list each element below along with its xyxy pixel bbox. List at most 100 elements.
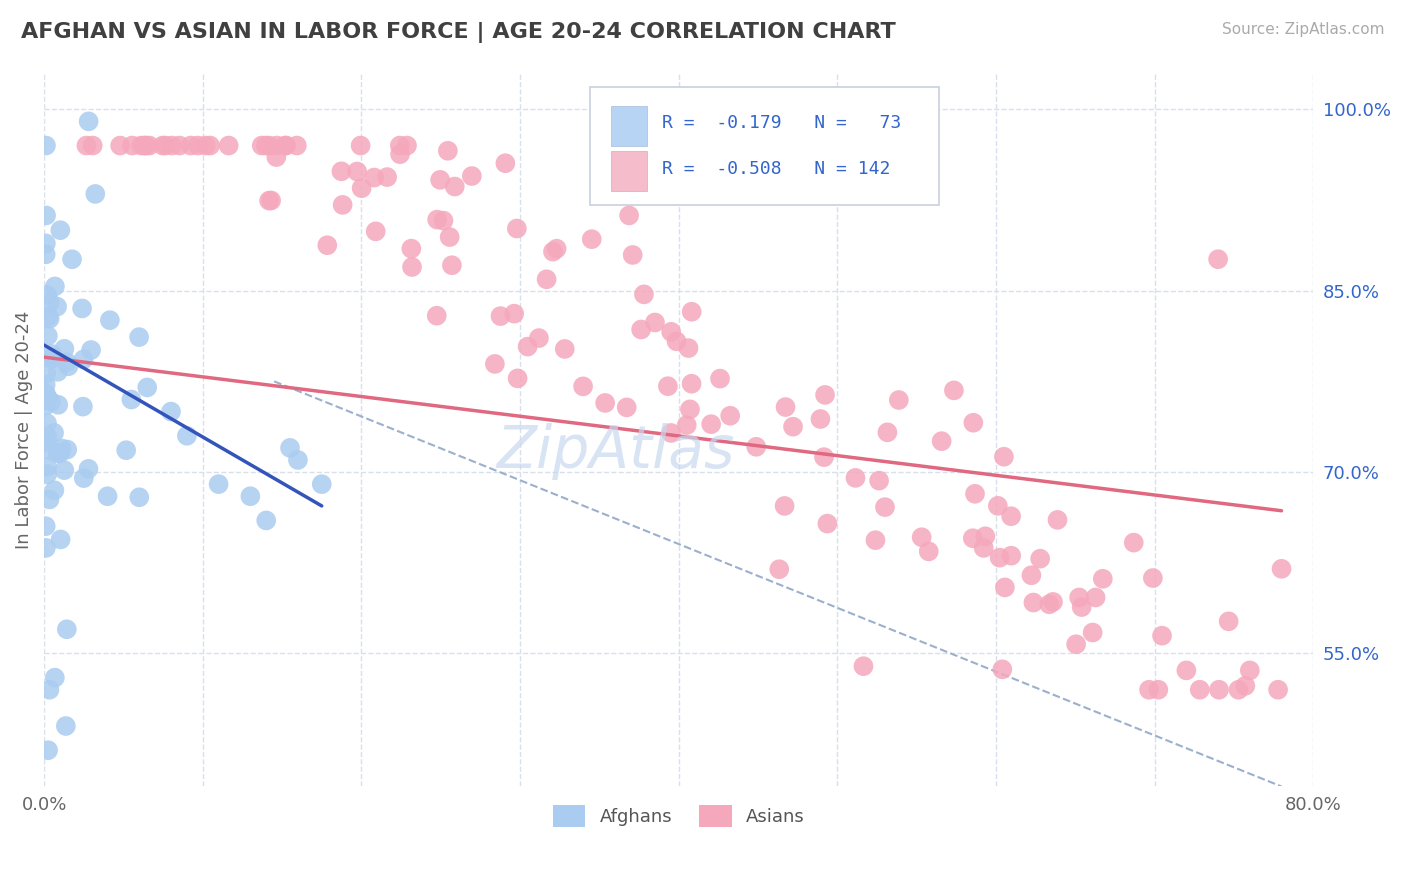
Point xyxy=(494,156,516,170)
Point xyxy=(437,144,460,158)
Point xyxy=(37,429,59,443)
FancyBboxPatch shape xyxy=(591,87,939,205)
Point xyxy=(160,404,183,418)
Point xyxy=(35,541,58,555)
Point xyxy=(865,533,887,548)
Point xyxy=(973,541,995,555)
Point xyxy=(593,396,616,410)
Point xyxy=(375,170,398,185)
Point xyxy=(679,402,702,417)
Point xyxy=(1000,549,1022,563)
Point xyxy=(108,138,131,153)
Point xyxy=(1000,509,1022,524)
Point xyxy=(1147,682,1170,697)
Point xyxy=(194,138,217,153)
Point xyxy=(128,330,150,344)
Text: ZipAtlas: ZipAtlas xyxy=(496,423,734,480)
Point xyxy=(349,138,371,153)
Point xyxy=(53,342,76,356)
Point xyxy=(287,453,309,467)
Point xyxy=(1142,571,1164,585)
Point xyxy=(35,209,58,223)
Point xyxy=(187,138,209,153)
Point xyxy=(60,252,83,267)
Point xyxy=(77,462,100,476)
Point xyxy=(813,450,835,464)
Point xyxy=(484,357,506,371)
Point xyxy=(700,417,723,432)
Point xyxy=(35,138,58,153)
Point xyxy=(810,412,832,426)
Point xyxy=(46,365,69,379)
Point xyxy=(330,164,353,178)
Point xyxy=(461,169,484,183)
Point xyxy=(35,399,58,413)
Point xyxy=(35,377,58,392)
Point xyxy=(718,409,741,423)
Y-axis label: In Labor Force | Age 20-24: In Labor Force | Age 20-24 xyxy=(15,310,32,549)
Point xyxy=(852,659,875,673)
Point xyxy=(1091,572,1114,586)
Point xyxy=(42,350,65,364)
Point xyxy=(42,425,65,440)
Point xyxy=(155,138,177,153)
Point xyxy=(35,236,58,251)
Point xyxy=(332,198,354,212)
Point xyxy=(1234,679,1257,693)
Point xyxy=(82,138,104,153)
Point xyxy=(768,562,790,576)
Point xyxy=(426,309,449,323)
Point xyxy=(541,244,564,259)
Point xyxy=(152,138,174,153)
Point xyxy=(75,138,97,153)
Point xyxy=(73,471,96,485)
Point xyxy=(1227,682,1250,697)
Point xyxy=(868,474,890,488)
Point xyxy=(260,194,283,208)
Bar xyxy=(612,152,647,192)
Point xyxy=(1042,595,1064,609)
Point xyxy=(239,489,262,503)
Point xyxy=(991,662,1014,676)
Point xyxy=(987,499,1010,513)
Point xyxy=(773,499,796,513)
Point xyxy=(918,544,941,558)
Point xyxy=(198,138,221,153)
Point xyxy=(572,379,595,393)
Point xyxy=(136,380,159,394)
Point xyxy=(745,440,768,454)
Point xyxy=(35,459,58,474)
Point xyxy=(135,138,157,153)
Point xyxy=(72,352,94,367)
Text: R =  -0.179   N =   73: R = -0.179 N = 73 xyxy=(662,114,901,132)
Point xyxy=(876,425,898,440)
Point xyxy=(35,367,58,381)
Point xyxy=(115,443,138,458)
Point xyxy=(994,581,1017,595)
Point xyxy=(1070,600,1092,615)
Point xyxy=(1122,535,1144,549)
Point xyxy=(1137,682,1160,697)
Point xyxy=(775,400,797,414)
Point xyxy=(311,477,333,491)
Point xyxy=(581,232,603,246)
Point xyxy=(285,138,308,153)
Point xyxy=(121,138,143,153)
Point xyxy=(675,418,697,433)
Point xyxy=(218,138,240,153)
Point xyxy=(962,416,984,430)
Point xyxy=(395,138,418,153)
Point xyxy=(644,316,666,330)
Point xyxy=(254,513,277,527)
Point xyxy=(39,394,62,409)
Point xyxy=(401,242,423,256)
Point xyxy=(46,446,69,460)
Point xyxy=(274,138,297,153)
Point xyxy=(1022,596,1045,610)
Point xyxy=(659,325,682,339)
Point xyxy=(617,209,640,223)
Point xyxy=(678,341,700,355)
Point xyxy=(35,288,58,302)
Point xyxy=(962,531,984,545)
Point xyxy=(630,322,652,336)
